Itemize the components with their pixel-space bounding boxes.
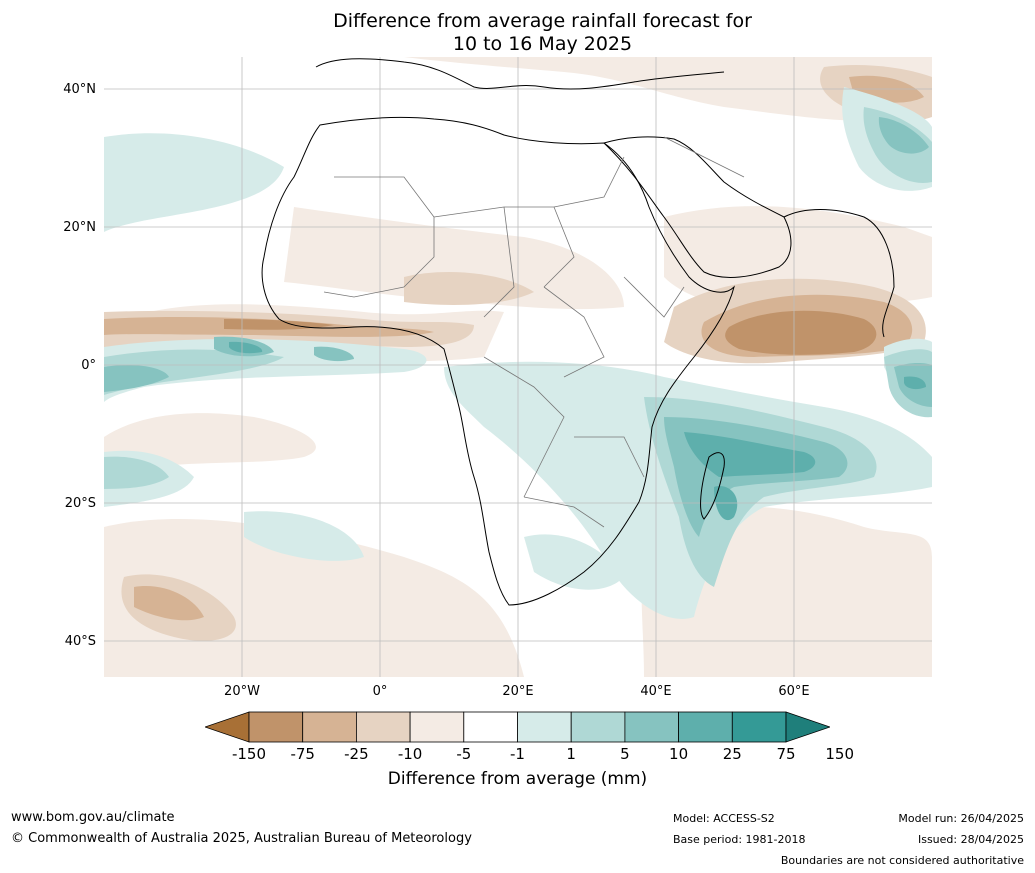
lon-label-60e: 60°E	[778, 684, 810, 699]
legend-tick-label: -10	[397, 745, 423, 763]
legend-colorbar	[205, 711, 830, 743]
map-title: Difference from average rainfall forecas…	[0, 10, 1035, 56]
legend-tick-label: -5	[456, 745, 472, 763]
legend-swatch	[355, 711, 411, 743]
lat-label-0: 0°	[81, 358, 96, 373]
legend-tick-label: -150	[231, 745, 267, 763]
lat-label-40n: 40°N	[63, 82, 96, 97]
legend-swatch	[678, 711, 733, 743]
footer-website: www.bom.gov.au/climate	[11, 810, 175, 825]
dry-anomaly-light	[104, 57, 932, 677]
footer-disclaimer: Boundaries are not considered authoritat…	[780, 854, 1024, 867]
map-title-line2: 10 to 16 May 2025	[452, 33, 633, 55]
lat-label-20n: 20°N	[63, 220, 96, 235]
rainfall-difference-map	[104, 57, 932, 677]
lon-label-40e: 40°E	[640, 684, 672, 699]
country-borders	[323, 136, 745, 528]
legend-arrow-high	[785, 711, 830, 743]
legend-tick-label: 5	[620, 745, 630, 763]
legend-swatch	[409, 711, 465, 743]
legend-tick-label: 150	[825, 745, 854, 763]
footer-model: Model: ACCESS-S2	[673, 812, 775, 825]
europe-coast	[315, 58, 725, 90]
lon-label-20w: 20°W	[224, 684, 260, 699]
land	[261, 58, 895, 606]
legend-swatch	[248, 711, 304, 743]
footer-issued: Issued: 28/04/2025	[917, 833, 1024, 846]
legend-swatch	[731, 711, 787, 743]
legend-tick-label: -75	[290, 745, 315, 763]
legend-tick-label: 1	[566, 745, 576, 763]
footer-base-period: Base period: 1981-2018	[673, 833, 806, 846]
footer-copyright: © Commonwealth of Australia 2025, Austra…	[11, 831, 472, 846]
graticule	[104, 57, 932, 677]
legend-swatch	[463, 711, 518, 743]
legend-tick-label: 10	[669, 745, 689, 763]
lat-label-40s: 40°S	[64, 634, 96, 649]
legend-tick-label: -1	[510, 745, 525, 763]
map-title-line1: Difference from average rainfall forecas…	[333, 10, 752, 32]
lon-label-0: 0°	[372, 684, 388, 699]
legend-arrow-low	[205, 711, 250, 743]
legend-tick-label: -25	[344, 745, 369, 763]
lon-label-20e: 20°E	[502, 684, 534, 699]
madagascar-outline	[700, 452, 725, 520]
asia-coast	[783, 209, 895, 338]
arabian-peninsula-outline	[603, 136, 792, 278]
footer-model-run: Model run: 26/04/2025	[898, 812, 1024, 825]
legend-swatch	[517, 711, 572, 743]
legend-title: Difference from average (mm)	[387, 769, 648, 789]
lat-label-20s: 20°S	[64, 496, 96, 511]
legend-swatch	[624, 711, 679, 743]
legend-tick-label: 75	[776, 745, 796, 763]
legend-swatch	[302, 711, 357, 743]
legend-tick-label: 25	[722, 745, 742, 763]
legend-swatch	[570, 711, 626, 743]
